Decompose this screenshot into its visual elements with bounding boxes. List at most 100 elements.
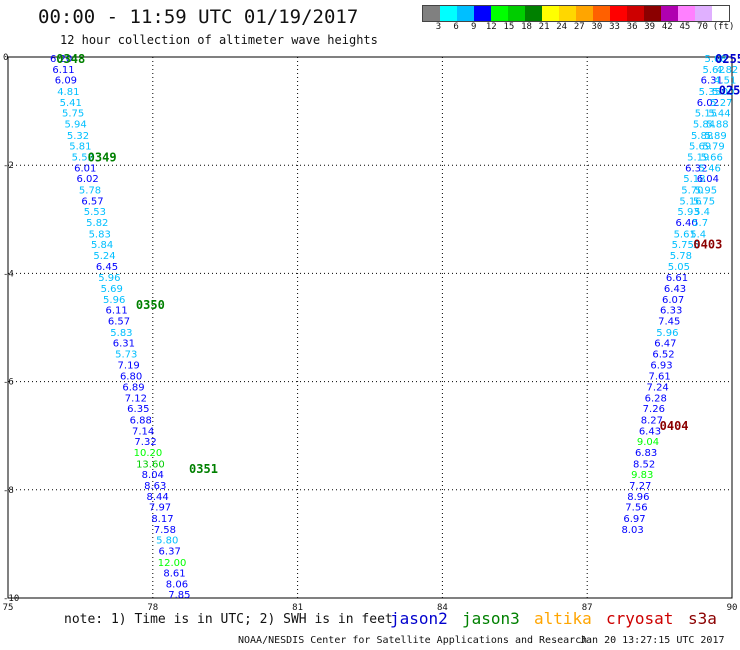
swh-value: 6.43 [639, 426, 661, 437]
pass-time-label: 0349 [88, 151, 117, 165]
legend-label: 33 [609, 22, 620, 32]
swh-value: 5.94 [64, 120, 86, 131]
swh-value: 5.69 [689, 142, 711, 153]
swh-value: 8.52 [633, 459, 655, 470]
swh-value: 7.27 [629, 481, 651, 492]
swh-value: 5.95 [695, 186, 717, 197]
legend-swatch [576, 6, 593, 21]
swh-value: 6.89 [122, 382, 144, 393]
lat-tick-label: -4 [3, 269, 14, 279]
swh-value: 8.61 [163, 569, 185, 580]
swh-value: 9.04 [637, 437, 659, 448]
swh-value: 5.96 [656, 328, 678, 339]
swh-value: 5.88 [706, 120, 728, 131]
swh-value: 8.04 [142, 470, 164, 481]
swh-value: 7.61 [648, 372, 670, 383]
swh-value: 4.82 [716, 65, 738, 76]
swh-value: 5.69 [101, 284, 123, 295]
swh-value: 5.7 [692, 218, 708, 229]
swh-value: 6.02 [77, 174, 99, 185]
swh-value: 5.32 [67, 131, 89, 142]
satellite-s3a: s3a [688, 609, 717, 628]
swh-value: 4.51 [714, 76, 736, 87]
satellite-jason3: jason3 [462, 609, 520, 628]
swh-value: 5.75 [693, 196, 715, 207]
legend-swatch [610, 6, 627, 21]
lon-tick-label: 81 [292, 603, 303, 613]
swh-value: 7.56 [625, 503, 647, 514]
swh-value: 6.45 [96, 262, 118, 273]
swh-value: 5.46 [699, 163, 721, 174]
legend-swatch [712, 6, 729, 21]
swh-value: 5.79 [703, 142, 725, 153]
page-title: 00:00 - 11:59 UTC 01/19/2017 [38, 6, 359, 28]
swh-value: 6.52 [652, 349, 674, 360]
swh-value: 5.83 [89, 229, 111, 240]
swh-value: 7.14 [132, 426, 154, 437]
swh-value: 7.24 [647, 382, 669, 393]
color-scale-legend [422, 5, 730, 22]
legend-swatch [491, 6, 508, 21]
legend-label: 6 [453, 22, 459, 32]
swh-value: 6.09 [55, 76, 77, 87]
swh-value: 5.68 [704, 54, 726, 65]
swh-value: 6.07 [662, 295, 684, 306]
swh-value: 5.35 [699, 87, 721, 98]
lat-tick-label: -6 [3, 378, 14, 388]
swh-value: 5.00 [712, 87, 734, 98]
swh-value: 7.12 [125, 393, 147, 404]
legend-label: 42 [661, 22, 673, 32]
swh-value: 5.89 [704, 131, 726, 142]
pass-time-label: 025 [719, 83, 740, 97]
legend-label: 12 [485, 22, 497, 32]
swh-value: 5.80 [156, 536, 178, 547]
swh-value: 5.84 [91, 240, 113, 251]
legend-swatch [542, 6, 559, 21]
legend-swatch [508, 6, 525, 21]
swh-value: 5.83 [110, 328, 132, 339]
legend-label: 18 [521, 22, 532, 32]
generated-timestamp: Jan 20 13:27:15 UTC 2017 [580, 635, 725, 646]
swh-value: 5.66 [701, 153, 723, 164]
pass-time-label: 0403 [693, 238, 722, 252]
legend-label: 36 [626, 22, 638, 32]
swh-value: 5.44 [708, 109, 730, 120]
swh-value: 6.80 [120, 372, 142, 383]
legend-label: 70 [697, 22, 708, 32]
swh-value: 6.11 [105, 306, 127, 317]
lon-tick-label: 90 [727, 603, 738, 613]
lon-tick-label: 84 [437, 603, 448, 613]
swh-value: 5.70 [681, 186, 703, 197]
swh-value: 10.20 [134, 448, 163, 459]
swh-value: 7.85 [168, 590, 190, 601]
lon-tick-label: 75 [3, 603, 14, 613]
pass-time-label: 0351 [189, 462, 218, 476]
legend-label: (ft) [712, 22, 735, 32]
swh-value: 5.75 [672, 240, 694, 251]
swh-value: 5.52 [72, 153, 94, 164]
swh-value: 13.60 [136, 459, 165, 470]
swh-value: 6.83 [635, 448, 657, 459]
satellite-altika: altika [534, 609, 592, 628]
swh-value: 6.61 [666, 273, 688, 284]
swh-value: 6.37 [159, 546, 181, 557]
pass-time-label: 0350 [136, 298, 165, 312]
lon-tick-label: 78 [147, 603, 158, 613]
satellite-cryosat: cryosat [606, 609, 674, 628]
legend-swatch [593, 6, 610, 21]
swh-value: 6.97 [623, 514, 645, 525]
swh-value: 5.61 [674, 229, 696, 240]
legend-swatch [644, 6, 661, 21]
legend-label: 24 [556, 22, 568, 32]
swh-value: 12.00 [158, 558, 187, 569]
units-note: note: 1) Time is in UTC; 2) SWH is in fe… [64, 612, 393, 627]
swh-value: 6.33 [660, 306, 682, 317]
swh-value: 5.4 [690, 229, 706, 240]
legend-swatch [457, 6, 474, 21]
swh-value: 6.57 [108, 316, 130, 327]
legend-label: 45 [679, 22, 691, 32]
swh-value: 7.97 [149, 503, 171, 514]
swh-value: 8.63 [144, 481, 166, 492]
